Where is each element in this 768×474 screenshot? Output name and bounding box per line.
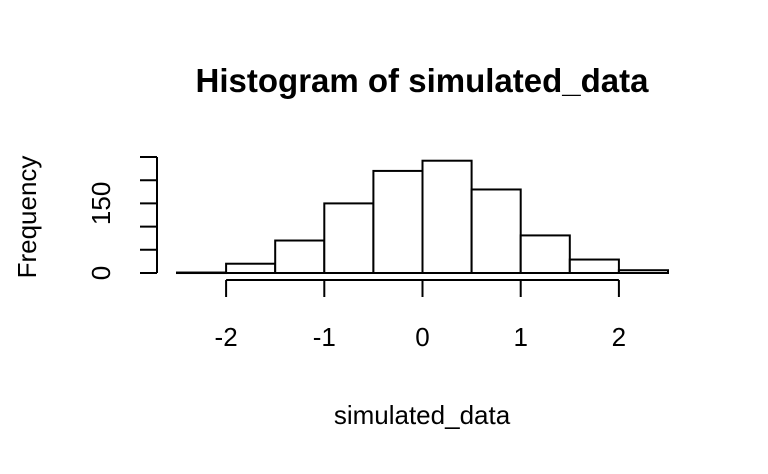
histogram-bar-2 — [274, 239, 326, 275]
x-tick-label: 0 — [415, 322, 429, 352]
histogram-bar-7 — [519, 234, 571, 274]
y-tick-label: 0 — [86, 266, 116, 280]
histogram-bar-6 — [470, 188, 522, 274]
histogram-bar-1 — [225, 262, 277, 275]
x-axis-label: simulated_data — [334, 400, 511, 430]
histogram-bar-9 — [617, 269, 670, 275]
x-tick-label: 2 — [612, 322, 626, 352]
x-tick-label: -1 — [313, 322, 336, 352]
histogram-bar-5 — [421, 159, 473, 275]
y-axis: 0 150 — [86, 156, 158, 280]
x-tick-label: -2 — [215, 322, 238, 352]
y-tick-label: 150 — [86, 182, 116, 225]
chart-title: Histogram of simulated_data — [196, 62, 650, 99]
histogram-bar-8 — [568, 258, 620, 275]
histogram-bar-3 — [323, 202, 375, 274]
y-axis-label: Frequency — [12, 156, 42, 279]
x-axis: -2 -1 0 1 2 — [215, 279, 626, 352]
histogram-bar-4 — [372, 169, 424, 274]
x-tick-label: 1 — [513, 322, 527, 352]
histogram-bar-0 — [176, 271, 228, 275]
bars-group — [176, 159, 670, 275]
